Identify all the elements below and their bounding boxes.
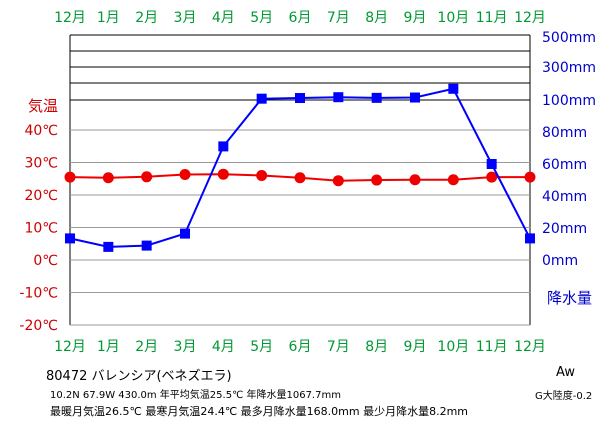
station-summary-line1: 10.2N 67.9W 430.0m 年平均気温25.5℃ 年降水量1067.7… (50, 390, 341, 401)
x-tick-label-top: 12月 (514, 10, 546, 26)
x-tick-label-bottom: 9月 (404, 339, 427, 355)
precip-point (525, 233, 535, 244)
precip-line (69, 87, 531, 248)
x-tick-label-top: 6月 (289, 10, 312, 26)
x-tick-label-bottom: 6月 (289, 339, 312, 355)
x-tick-label-bottom: 2月 (135, 339, 158, 355)
climate-code: Aw (556, 365, 575, 380)
precip-point (256, 93, 267, 104)
precip-tick-label: 300mm (542, 60, 596, 76)
precip-point (180, 228, 190, 239)
x-tick-label-top: 9月 (404, 10, 427, 26)
x-tick-label-top: 12月 (54, 10, 86, 26)
temp-tick-label: -20℃ (19, 318, 58, 334)
temp-point (486, 171, 498, 183)
grid-lines (69, 34, 531, 326)
x-tick-label-bottom: 12月 (54, 339, 86, 355)
series-layer (64, 83, 536, 252)
temp-axis: 気温 40℃ 30℃ 20℃ 10℃ 0℃ -10℃ -20℃ (19, 97, 58, 334)
temp-tick-label: 10℃ (24, 221, 58, 237)
precip-point (371, 92, 382, 103)
precip-axis: 500mm 300mm 100mm 80mm 60mm 40mm 20mm 0mm 降水量 (542, 30, 596, 307)
precip-point (448, 83, 459, 94)
temp-tick-label: -10℃ (19, 286, 58, 302)
x-tick-label-top: 11月 (476, 10, 508, 26)
precip-point (218, 141, 229, 152)
x-tick-label-top: 2月 (135, 10, 158, 26)
precip-axis-title: 降水量 (547, 289, 592, 307)
x-tick-label-top: 1月 (97, 10, 120, 26)
x-tick-label-bottom: 11月 (476, 339, 508, 355)
temp-point (371, 174, 383, 186)
x-tick-label-top: 4月 (212, 10, 235, 26)
precip-point (410, 92, 420, 103)
temp-point (102, 172, 114, 184)
station-summary-line2: 最暖月気温26.5℃ 最寒月気温24.4℃ 最多月降水量168.0mm 最少月降… (50, 405, 469, 418)
precip-tick-label: 100mm (542, 93, 596, 109)
x-tick-label-top: 3月 (174, 10, 197, 26)
x-tick-label-bottom: 1月 (97, 339, 120, 355)
temp-point (332, 175, 344, 187)
x-tick-label-top: 10月 (437, 10, 469, 26)
temp-axis-title: 気温 (28, 97, 58, 115)
temp-point (409, 174, 421, 186)
temp-tick-label: 0℃ (33, 253, 58, 269)
station-title: 80472 バレンシア(ベネズエラ) (46, 369, 232, 384)
precip-tick-label: 20mm (542, 221, 587, 237)
precip-tick-label: 500mm (542, 30, 596, 46)
x-axis-top: 12月 1月 2月 3月 4月 5月 6月 7月 8月 9月 10月 11月 12月 (54, 10, 546, 26)
temp-tick-label: 30℃ (24, 156, 58, 172)
precip-tick-label: 60mm (542, 157, 587, 173)
temp-point (179, 169, 191, 181)
x-tick-label-bottom: 12月 (514, 339, 546, 355)
precip-point (333, 92, 344, 103)
x-tick-label-top: 8月 (365, 10, 388, 26)
x-tick-label-top: 5月 (250, 10, 273, 26)
temp-point (217, 168, 229, 180)
x-tick-label-bottom: 7月 (327, 339, 350, 355)
temp-point (524, 171, 536, 183)
temp-point (141, 171, 153, 183)
x-tick-label-bottom: 5月 (250, 339, 273, 355)
precip-tick-label: 0mm (542, 253, 578, 269)
precip-point (65, 233, 75, 244)
x-tick-label-bottom: 3月 (174, 339, 197, 355)
temp-point (447, 174, 459, 186)
temp-point (64, 171, 76, 183)
precip-point (103, 241, 114, 252)
temp-point (294, 172, 306, 184)
precip-point (141, 240, 152, 251)
continentality: G大陸度-0.2 (535, 391, 593, 402)
precip-tick-label: 80mm (542, 125, 587, 141)
x-tick-label-bottom: 4月 (212, 339, 235, 355)
temp-tick-label: 20℃ (24, 188, 58, 204)
x-tick-label-top: 7月 (327, 10, 350, 26)
temp-point (256, 170, 268, 181)
temp-tick-label: 40℃ (24, 123, 58, 139)
x-tick-label-bottom: 10月 (437, 339, 469, 355)
x-axis-bottom: 12月 1月 2月 3月 4月 5月 6月 7月 8月 9月 10月 11月 12月 (54, 339, 546, 355)
precip-point (295, 93, 305, 104)
precip-point (486, 159, 497, 169)
precip-tick-label: 40mm (542, 189, 587, 205)
x-tick-label-bottom: 8月 (365, 339, 388, 355)
